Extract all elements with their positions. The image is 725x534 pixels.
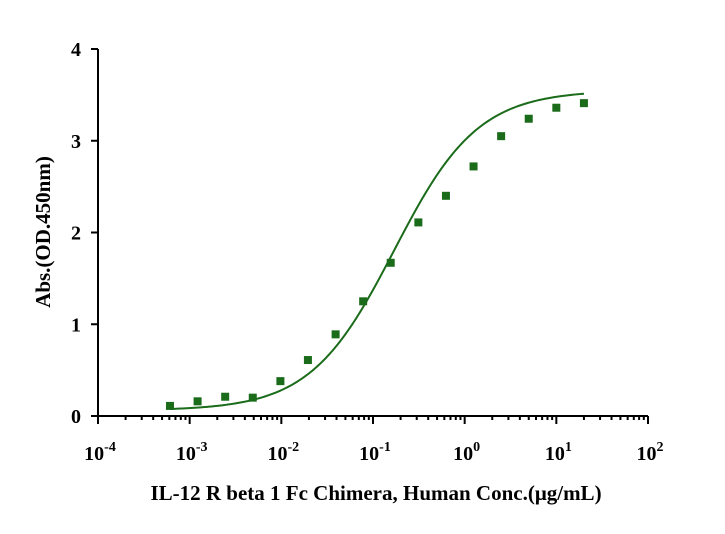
x-tick-label: 101 [545, 440, 572, 465]
y-tick-label: 1 [71, 314, 81, 336]
y-tick-label: 0 [71, 406, 81, 428]
data-point [469, 162, 478, 171]
y-axis-title: Abs.(OD.450nm) [31, 156, 55, 308]
data-point [414, 218, 423, 227]
x-ticks: 10-4 10-3 10-2 10-1 100 101 102 [84, 416, 664, 465]
y-ticks: 0 1 2 3 4 [71, 39, 98, 428]
x-tick-label: 10-4 [84, 440, 116, 465]
data-point [193, 397, 202, 406]
data-points [165, 99, 588, 410]
data-point [579, 99, 588, 108]
data-point [524, 114, 533, 123]
data-point [331, 330, 340, 339]
y-tick-label: 3 [71, 131, 81, 153]
data-point [221, 392, 230, 401]
plot-area: 0 1 2 3 4 10-4 10-3 10-2 10-1 100 101 102 [71, 39, 664, 465]
data-point [276, 377, 285, 386]
fit-curve [169, 92, 585, 410]
x-tick-label: 100 [453, 440, 480, 465]
x-axis-title: IL-12 R beta 1 Fc Chimera, Human Conc.(μ… [150, 481, 601, 505]
y-tick-label: 2 [71, 223, 81, 245]
data-point [497, 132, 506, 141]
y-tick-label: 4 [71, 39, 81, 61]
x-tick-label: 102 [637, 440, 664, 465]
x-tick-label: 10-2 [267, 440, 299, 465]
data-point [303, 356, 312, 365]
x-tick-label: 10-1 [359, 440, 391, 465]
data-point [441, 191, 450, 200]
data-point [359, 297, 368, 306]
x-tick-label: 10-3 [176, 440, 208, 465]
data-point [248, 393, 257, 402]
data-point [165, 401, 174, 410]
data-point [552, 103, 561, 112]
data-point [386, 258, 395, 267]
